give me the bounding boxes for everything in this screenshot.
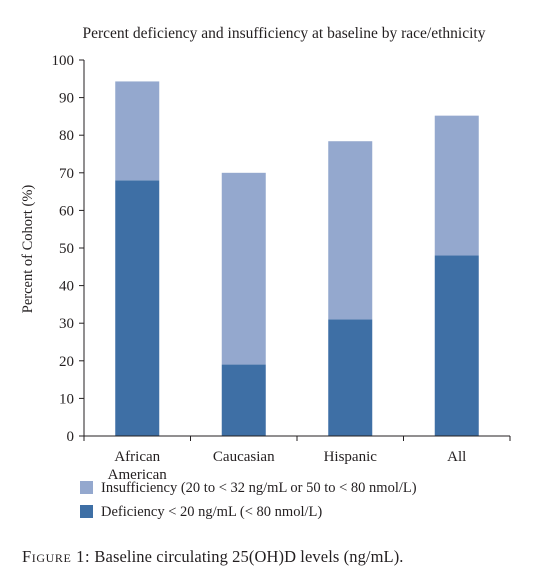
chart-title: Percent deficiency and insufficiency at … xyxy=(83,25,486,42)
figure-label: Figure 1: xyxy=(22,547,91,566)
bar-deficiency-1 xyxy=(221,364,266,436)
bar-insufficiency-1 xyxy=(221,172,266,365)
legend-label-deficiency: Deficiency < 20 ng/mL (< 80 nmol/L) xyxy=(101,504,322,520)
legend-label-insufficiency: Insufficiency (20 to < 32 ng/mL or 50 to… xyxy=(101,480,417,496)
x-labels-group: African American Caucasian Hispanic All xyxy=(108,449,467,483)
bar-insufficiency-2 xyxy=(328,141,373,320)
bar-deficiency-0 xyxy=(115,180,160,436)
y-tick-label: 10 xyxy=(59,391,74,407)
x-tick-label: African xyxy=(114,449,160,465)
legend-swatch-insufficiency xyxy=(80,481,93,494)
x-tick-label: Caucasian xyxy=(213,449,275,465)
legend: Insufficiency (20 to < 32 ng/mL or 50 to… xyxy=(80,480,417,520)
bar-insufficiency-3 xyxy=(434,115,479,256)
figure-caption: Figure 1: Baseline circulating 25(OH)D l… xyxy=(22,547,404,567)
y-ticks-group: 0 10 20 30 40 50 60 70 80 90 100 xyxy=(52,53,84,445)
legend-swatch-deficiency xyxy=(80,505,93,518)
y-tick-label: 50 xyxy=(59,241,74,257)
x-tick-label: American xyxy=(108,467,168,483)
y-tick-label: 100 xyxy=(52,53,75,69)
y-axis-label: Percent of Cohort (%) xyxy=(20,185,36,314)
x-tick-label: Hispanic xyxy=(324,449,378,465)
bar-deficiency-2 xyxy=(328,319,373,436)
bar-deficiency-3 xyxy=(434,255,479,436)
chart: Percent deficiency and insufficiency at … xyxy=(20,25,511,520)
y-tick-label: 30 xyxy=(59,316,74,332)
y-tick-label: 0 xyxy=(67,429,75,445)
y-tick-label: 20 xyxy=(59,354,74,370)
y-tick-label: 70 xyxy=(59,166,74,182)
bars-group xyxy=(115,81,479,436)
y-tick-label: 40 xyxy=(59,279,74,295)
y-tick-label: 90 xyxy=(59,91,74,107)
y-tick-label: 60 xyxy=(59,203,74,219)
y-tick-label: 80 xyxy=(59,128,74,144)
figure-caption-text: Baseline circulating 25(OH)D levels (ng/… xyxy=(90,547,404,566)
bar-insufficiency-0 xyxy=(115,81,160,181)
x-tick-label: All xyxy=(447,449,466,465)
